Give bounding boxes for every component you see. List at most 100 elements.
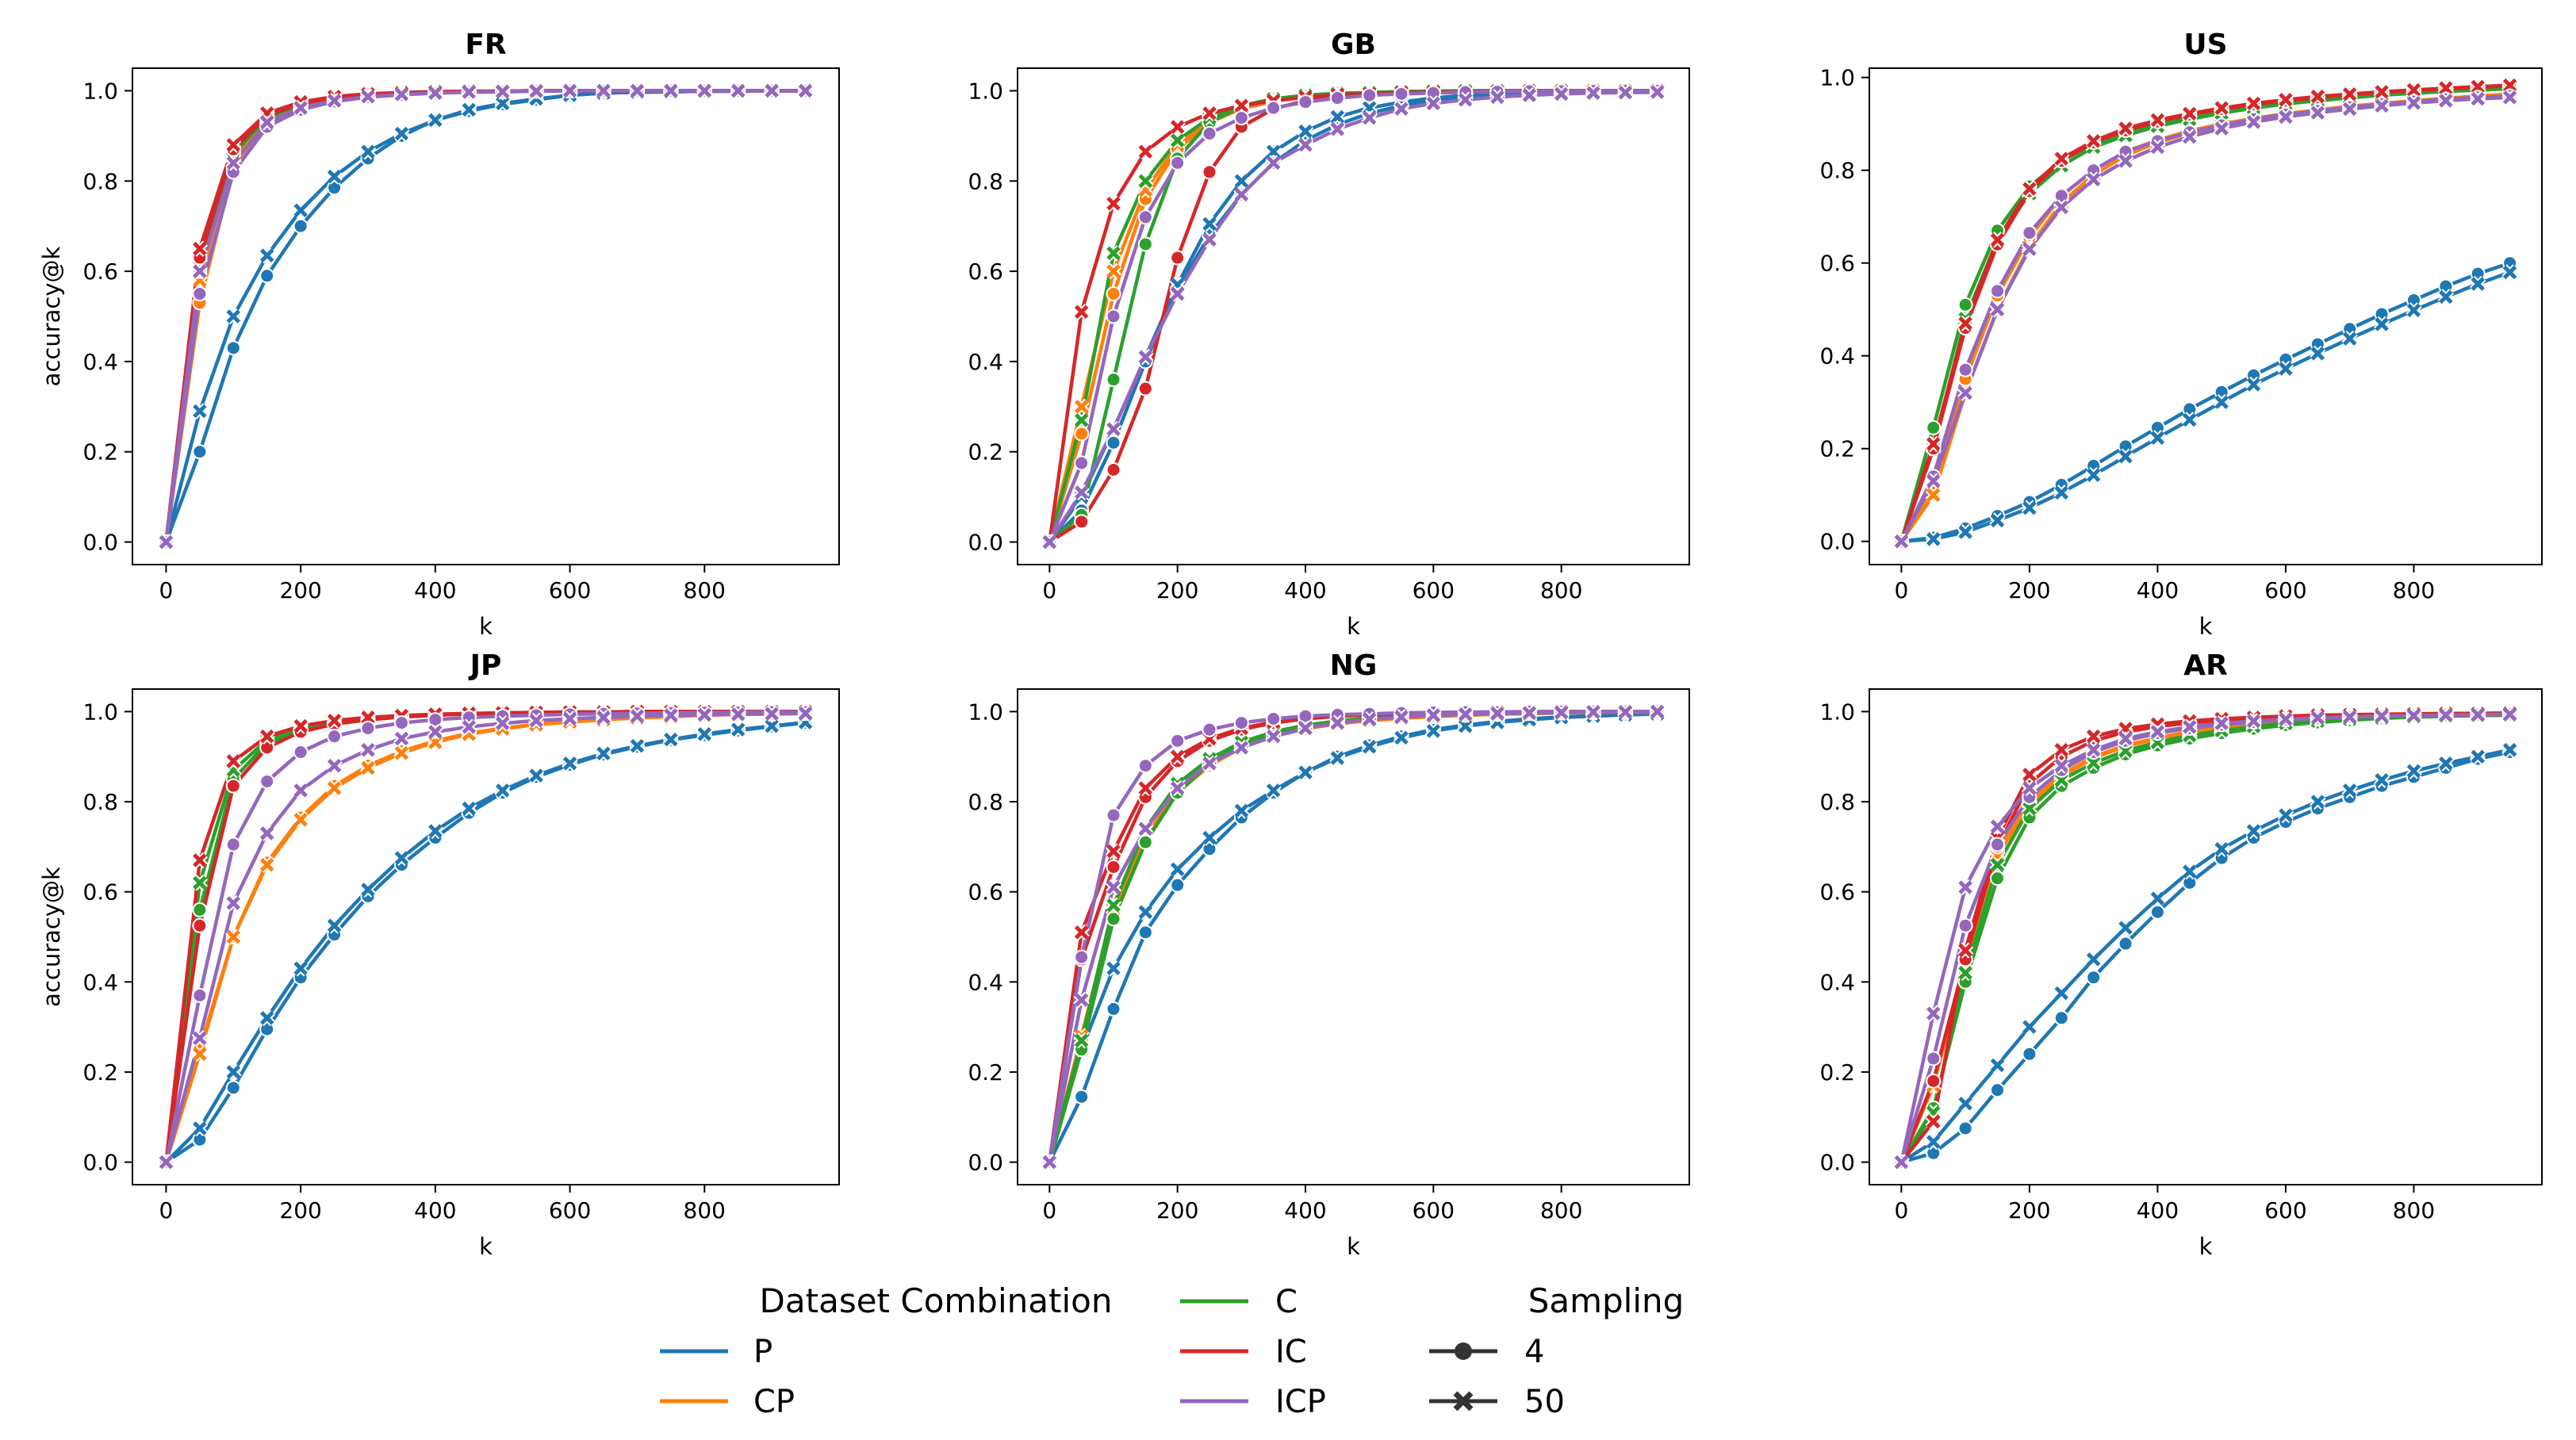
data-point-fr-icp-50-7 bbox=[393, 86, 410, 103]
x-marker bbox=[1170, 120, 1185, 134]
y-tick-label-gb-2: 0.4 bbox=[968, 349, 1003, 375]
x-marker bbox=[259, 115, 274, 130]
x-marker bbox=[2375, 85, 2389, 99]
x-marker bbox=[1074, 413, 1089, 427]
x-marker bbox=[2183, 412, 2197, 427]
data-point-jp-icp-50-16 bbox=[696, 707, 713, 723]
data-point-fr-icp-50-4 bbox=[292, 99, 309, 117]
y-tick-label-us-2: 0.4 bbox=[1819, 343, 1855, 370]
x-marker bbox=[2310, 710, 2325, 726]
series-markers-ng-icp-50 bbox=[1041, 703, 1666, 1170]
x-marker bbox=[2246, 377, 2261, 392]
data-point-us-icp-50-16 bbox=[2405, 94, 2422, 112]
x-marker bbox=[1926, 437, 1941, 451]
data-point-us-icp-50-12 bbox=[2277, 109, 2294, 125]
series-line-fr-ic-4 bbox=[164, 89, 806, 542]
x-marker bbox=[1170, 133, 1185, 147]
data-point-gb-ic-4-5 bbox=[1202, 164, 1217, 180]
data-point-ng-c-4-2 bbox=[1106, 911, 1121, 927]
x-marker bbox=[1042, 1155, 1057, 1170]
data-point-fr-icp-50-19 bbox=[797, 82, 814, 99]
legend-label-CP: CP bbox=[753, 1384, 795, 1420]
series-markers-fr-c-4 bbox=[158, 82, 814, 550]
plot-area-ar bbox=[1893, 704, 2518, 1170]
x-marker bbox=[2246, 96, 2261, 111]
x-marker bbox=[495, 716, 510, 730]
series-markers-fr-cp-4 bbox=[158, 82, 814, 550]
data-point-us-icp-50-18 bbox=[2470, 90, 2486, 107]
data-point-ng-ic-50-4 bbox=[1169, 749, 1186, 765]
series-markers-ng-ic-4 bbox=[1041, 703, 1666, 1170]
x-marker bbox=[293, 961, 308, 976]
data-point-us-c-4-1 bbox=[1926, 419, 1942, 435]
data-point-gb-ic-4-1 bbox=[1074, 514, 1090, 530]
data-point-gb-icp-50-12 bbox=[1425, 95, 1442, 112]
data-point-gb-icp-50-1 bbox=[1073, 484, 1090, 501]
y-tick-label-gb-0: 0.0 bbox=[968, 530, 1003, 556]
x-marker bbox=[697, 707, 712, 722]
x-marker bbox=[1958, 966, 1972, 980]
x-marker bbox=[327, 714, 342, 728]
y-tick-label-fr-5: 1.0 bbox=[82, 78, 118, 104]
data-point-fr-p-50-4 bbox=[292, 202, 309, 219]
x-marker bbox=[1522, 706, 1537, 720]
x-marker bbox=[428, 725, 443, 739]
x-marker bbox=[1138, 781, 1153, 795]
x-tick-label-gb-0: 0 bbox=[1042, 577, 1056, 603]
x-marker bbox=[2342, 101, 2357, 117]
x-marker bbox=[361, 710, 375, 725]
series-markers-jp-cp-4 bbox=[158, 706, 814, 1170]
data-point-us-p-50-16 bbox=[2405, 302, 2422, 319]
x-marker bbox=[462, 85, 477, 99]
data-point-us-p-50-13 bbox=[2310, 345, 2326, 362]
panel-fr: FR 0 200 400 600 800 0.0 0.2 0.4 0.6 0.8 1.0 k accura… bbox=[38, 29, 840, 640]
axes-frame-jp bbox=[132, 688, 840, 1185]
data-point-ng-p-50-12 bbox=[1425, 722, 1442, 740]
data-point-fr-p-4-1 bbox=[192, 444, 208, 460]
y-tick-label-ar-0: 0.0 bbox=[1819, 1150, 1855, 1176]
y-axis-label-jp: accuracy@k bbox=[38, 867, 65, 1007]
x-marker bbox=[193, 853, 207, 867]
y-tick-label-gb-3: 0.6 bbox=[968, 259, 1003, 285]
x-marker bbox=[596, 746, 611, 761]
series-line-fr-p-4 bbox=[164, 89, 806, 543]
x-marker bbox=[2279, 712, 2293, 726]
series-markers-gb-c-4 bbox=[1041, 82, 1666, 550]
x-marker bbox=[2022, 1020, 2037, 1034]
y-tick-label-ar-2: 0.4 bbox=[1819, 969, 1855, 995]
series-markers-jp-c-4 bbox=[158, 703, 814, 1170]
x-marker bbox=[1074, 304, 1089, 320]
series-markers-jp-ic-50 bbox=[158, 703, 814, 1170]
data-point-jp-p-50-7 bbox=[393, 849, 410, 867]
x-tick-label-gb-400: 400 bbox=[1284, 577, 1326, 603]
y-tick-label-ar-4: 0.8 bbox=[1819, 789, 1855, 815]
data-point-gb-ic-50-3 bbox=[1137, 144, 1154, 160]
x-marker bbox=[1426, 724, 1441, 738]
y-tick-label-us-5: 1.0 bbox=[1819, 65, 1855, 91]
data-point-gb-icp-50-0 bbox=[1041, 534, 1058, 550]
x-marker bbox=[2342, 783, 2357, 798]
x-marker bbox=[462, 801, 477, 816]
series-markers-fr-p-4 bbox=[158, 82, 814, 550]
data-point-ar-p-50-9 bbox=[2181, 863, 2198, 880]
x-marker bbox=[2406, 82, 2421, 98]
data-point-ar-p-4-1 bbox=[1926, 1145, 1942, 1161]
plot-area-ng bbox=[1041, 703, 1666, 1170]
data-point-gb-icp-4-6 bbox=[1233, 110, 1249, 126]
series-markers-ar-p-50 bbox=[1893, 741, 2518, 1170]
x-marker bbox=[2118, 154, 2133, 168]
x-tick-label-fr-800: 800 bbox=[684, 577, 726, 603]
x-axis-label-ng: k bbox=[1347, 1233, 1360, 1260]
data-point-ar-c-50-6 bbox=[2085, 755, 2102, 772]
data-point-gb-icp-4-4 bbox=[1170, 155, 1186, 171]
data-point-jp-ic-50-4 bbox=[292, 718, 309, 734]
x-marker bbox=[1990, 232, 2005, 247]
data-point-fr-p-50-2 bbox=[225, 308, 242, 325]
data-point-gb-icp-50-13 bbox=[1457, 91, 1474, 109]
data-point-jp-icp-50-6 bbox=[359, 741, 377, 758]
series-markers-ar-icp-50 bbox=[1893, 706, 2518, 1170]
data-point-ng-icp-4-1 bbox=[1074, 949, 1090, 965]
data-point-gb-icp-50-14 bbox=[1489, 89, 1506, 105]
x-marker bbox=[630, 709, 645, 723]
data-point-us-icp-50-14 bbox=[2341, 101, 2358, 117]
